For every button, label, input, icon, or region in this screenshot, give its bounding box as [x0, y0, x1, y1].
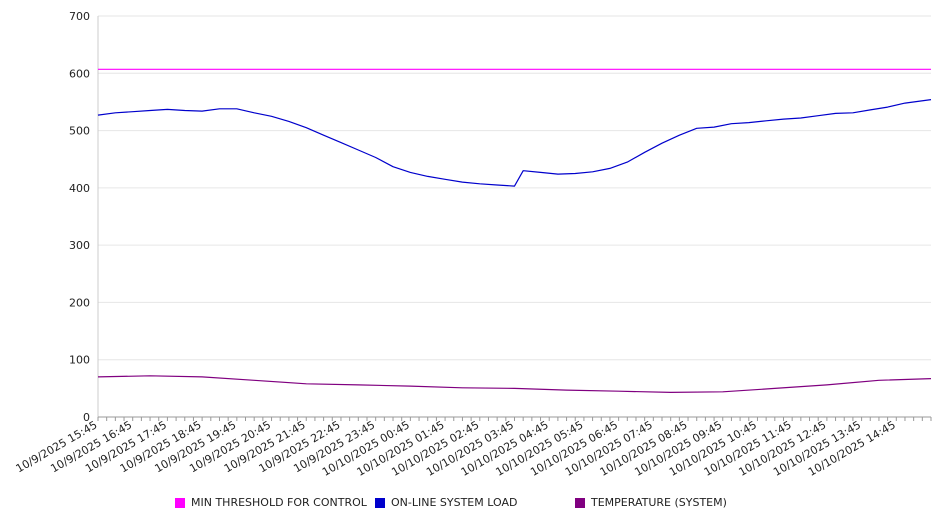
series-line-temperature-system	[97, 375, 932, 393]
y-tick-label: 300	[69, 239, 90, 252]
y-tick-label: 500	[69, 125, 90, 138]
y-tick-label: 200	[69, 296, 90, 309]
y-tick-label: 0	[83, 411, 90, 424]
series-line-on-line-system-load	[97, 99, 932, 187]
legend-label-temperature: TEMPERATURE (SYSTEM)	[591, 496, 727, 509]
axes	[97, 16, 932, 421]
legend-swatch-min-threshold	[175, 497, 185, 508]
y-tick-label: 100	[69, 354, 90, 367]
y-axis-ticks: 0 100 200 300 400 500 600 700	[69, 10, 90, 424]
legend-item-min-threshold: MIN THRESHOLD FOR CONTROL	[175, 496, 367, 509]
legend-item-temperature: TEMPERATURE (SYSTEM)	[575, 496, 727, 509]
legend-item-system-load: ON-LINE SYSTEM LOAD	[375, 496, 517, 509]
legend: MIN THRESHOLD FOR CONTROL ON-LINE SYSTEM…	[0, 496, 946, 516]
legend-label-min-threshold: MIN THRESHOLD FOR CONTROL	[191, 496, 367, 509]
y-tick-label: 600	[69, 67, 90, 80]
y-tick-label: 700	[69, 10, 90, 23]
y-tick-label: 400	[69, 182, 90, 195]
gridlines	[98, 15, 931, 361]
legend-label-system-load: ON-LINE SYSTEM LOAD	[391, 496, 518, 509]
legend-swatch-temperature	[575, 497, 585, 508]
series-lines	[97, 68, 932, 393]
line-chart: 0 100 200 300 400 500 600 700 10/9/2025 15:4510…	[14, 10, 932, 479]
legend-swatch-system-load	[375, 497, 385, 508]
